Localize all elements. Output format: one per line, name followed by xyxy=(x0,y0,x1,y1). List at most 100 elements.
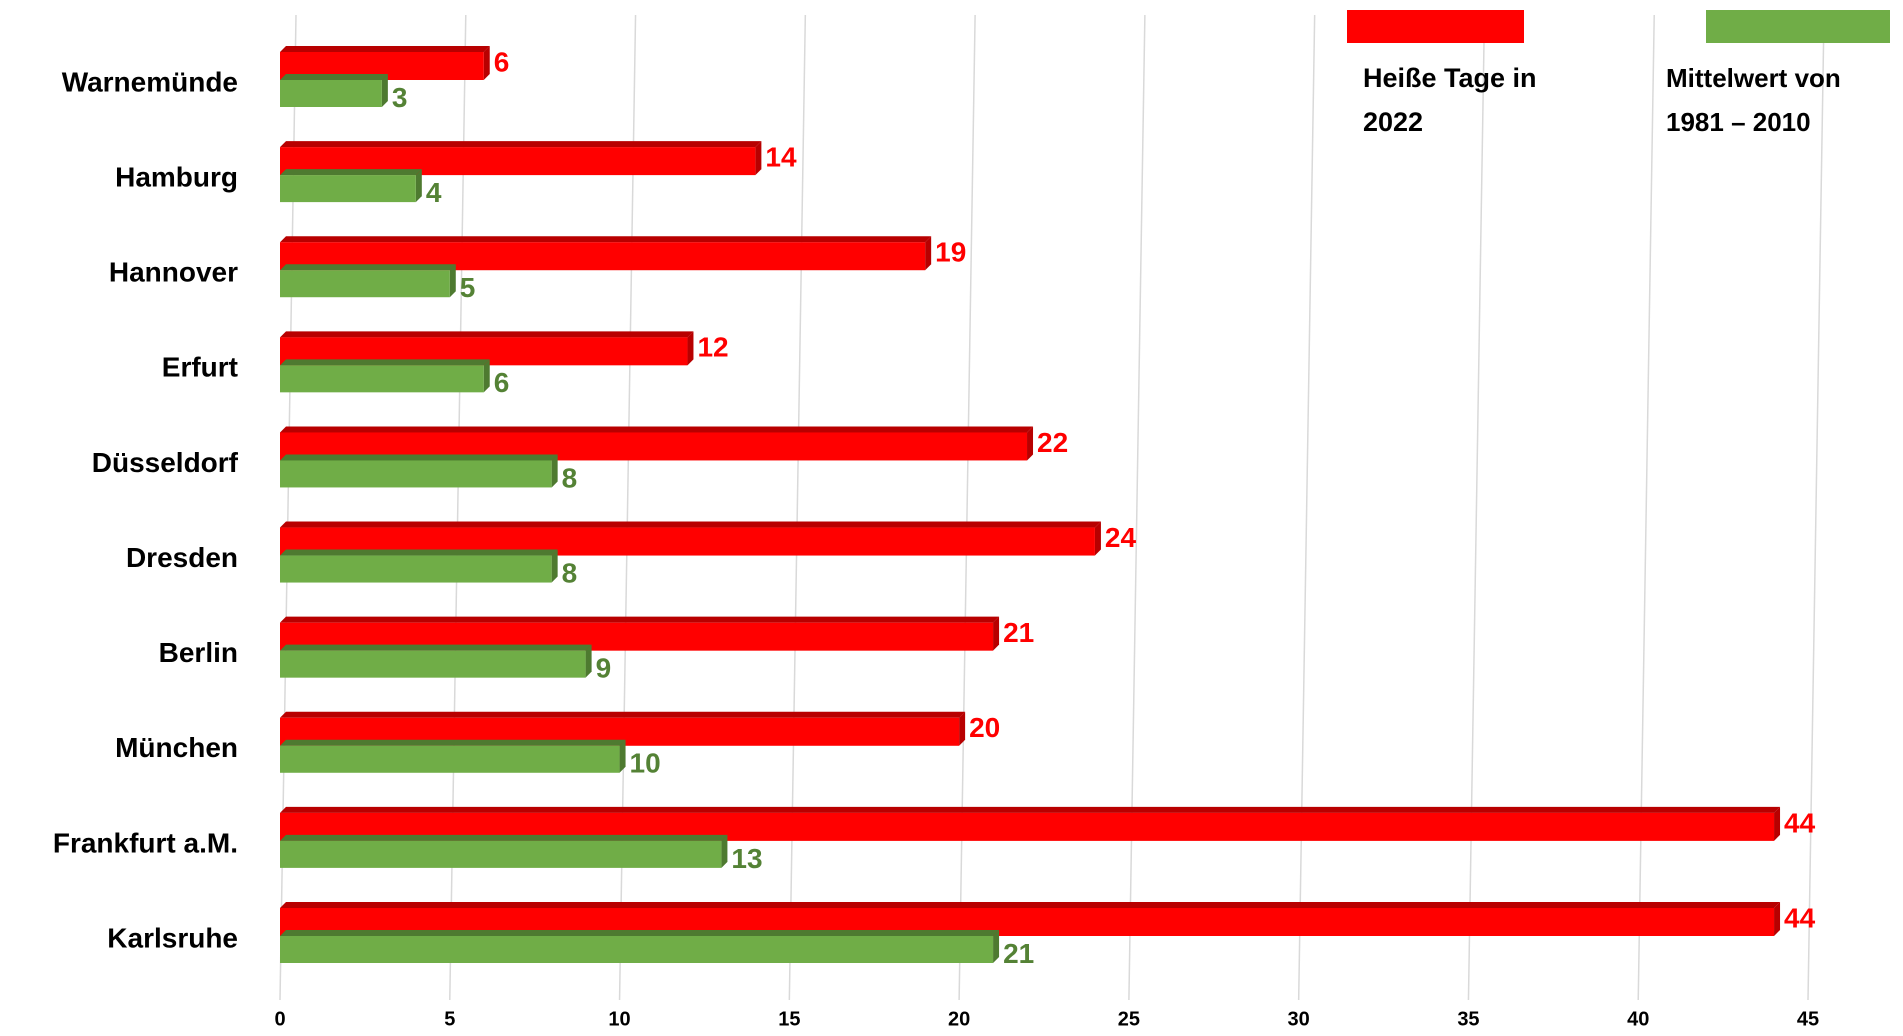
bar-side xyxy=(1094,521,1101,556)
x-tick-label: 30 xyxy=(1288,1008,1310,1030)
x-tick-label: 45 xyxy=(1797,1008,1819,1030)
data-label: 6 xyxy=(494,46,510,77)
grid-line xyxy=(958,14,976,1001)
bar-side xyxy=(1774,806,1781,841)
grid-line xyxy=(1297,14,1316,1001)
x-tick-label: 40 xyxy=(1627,1008,1649,1030)
bar xyxy=(280,650,586,678)
data-label: 5 xyxy=(460,272,476,303)
data-label: 6 xyxy=(494,367,510,398)
bar-side xyxy=(551,549,558,583)
bar-side xyxy=(619,739,626,773)
bar-top xyxy=(280,521,1101,528)
data-label: 44 xyxy=(1784,807,1816,838)
bar-top xyxy=(280,236,932,243)
bar xyxy=(280,80,382,107)
data-label: 22 xyxy=(1037,427,1068,458)
bar-side xyxy=(993,930,1000,963)
y-tick-label: Karlsruhe xyxy=(107,922,238,953)
data-label: 21 xyxy=(1003,938,1034,969)
data-label: 13 xyxy=(731,843,762,874)
bar-top xyxy=(280,902,1781,908)
grid-line xyxy=(1807,14,1825,1001)
data-label: 21 xyxy=(1003,617,1034,648)
y-tick-label: Düsseldorf xyxy=(92,447,239,478)
legend-label: Heiße Tage in 2022 xyxy=(1363,63,1537,137)
bar-top xyxy=(280,644,592,651)
x-tick-label: 10 xyxy=(608,1008,630,1030)
bar-top xyxy=(280,141,762,148)
data-label: 44 xyxy=(1784,902,1816,933)
data-label: 10 xyxy=(630,748,661,779)
bar xyxy=(280,840,722,868)
bar-top xyxy=(280,264,456,271)
bar xyxy=(280,365,484,393)
y-tick-label: München xyxy=(115,732,238,763)
y-tick-label: Erfurt xyxy=(162,352,238,383)
bar xyxy=(280,460,552,488)
bar-side xyxy=(551,454,558,488)
bar-side xyxy=(483,46,490,80)
x-tick-label: 25 xyxy=(1118,1008,1140,1030)
legend-swatch xyxy=(1706,10,1890,43)
bar-side xyxy=(483,359,490,393)
bar xyxy=(280,175,416,203)
y-tick-label: Frankfurt a.M. xyxy=(53,827,238,858)
legend-label: Mittelwert von 1981 – 2010 xyxy=(1666,63,1841,137)
bar-side xyxy=(1027,426,1034,461)
y-tick-label: Warnemünde xyxy=(62,66,238,97)
bar-top xyxy=(280,834,728,841)
x-tick-label: 0 xyxy=(274,1008,285,1030)
bar-side xyxy=(959,711,966,746)
data-label: 8 xyxy=(562,557,578,588)
data-label: 24 xyxy=(1105,522,1137,553)
grid-line xyxy=(1128,14,1146,1001)
x-tick-label: 20 xyxy=(948,1008,970,1030)
y-tick-label: Hannover xyxy=(109,257,238,288)
bar-side xyxy=(925,236,932,271)
y-tick-label: Berlin xyxy=(159,637,238,668)
bar xyxy=(280,270,450,298)
bar-side xyxy=(381,74,388,107)
data-label: 3 xyxy=(392,82,408,113)
x-tick-label: 35 xyxy=(1457,1008,1479,1030)
bar-side xyxy=(1774,902,1781,936)
data-label: 19 xyxy=(935,237,966,268)
bar-top xyxy=(280,711,966,718)
bar-side xyxy=(993,616,1000,651)
data-label: 12 xyxy=(697,332,728,363)
bar-top xyxy=(280,454,558,461)
data-label: 9 xyxy=(596,653,612,684)
x-tick-label: 5 xyxy=(444,1008,455,1030)
bar-top xyxy=(280,930,1000,936)
bar-top xyxy=(280,616,1000,623)
bar xyxy=(280,936,994,963)
bar-top xyxy=(280,549,558,556)
bar-top xyxy=(280,169,422,176)
data-label: 4 xyxy=(426,177,442,208)
bar-side xyxy=(415,169,422,203)
bar-side xyxy=(755,141,762,176)
bar-side xyxy=(585,644,592,678)
x-tick-label: 15 xyxy=(778,1008,800,1030)
bar xyxy=(280,555,552,583)
bar xyxy=(280,745,620,773)
grid-line xyxy=(1637,14,1655,1001)
bar-top xyxy=(280,739,626,746)
bar-side xyxy=(687,331,694,366)
y-tick-label: Dresden xyxy=(126,542,238,573)
bar-side xyxy=(721,834,728,868)
bar-top xyxy=(280,46,490,52)
bar-top xyxy=(280,426,1034,433)
bar-top xyxy=(280,359,490,366)
bar-top xyxy=(280,331,694,338)
data-label: 20 xyxy=(969,712,1000,743)
legend-swatch xyxy=(1347,10,1524,43)
bar-top xyxy=(280,806,1781,813)
bar-side xyxy=(449,264,456,298)
grid-line xyxy=(1467,14,1486,1001)
data-label: 14 xyxy=(765,142,797,173)
bar-top xyxy=(280,74,388,80)
